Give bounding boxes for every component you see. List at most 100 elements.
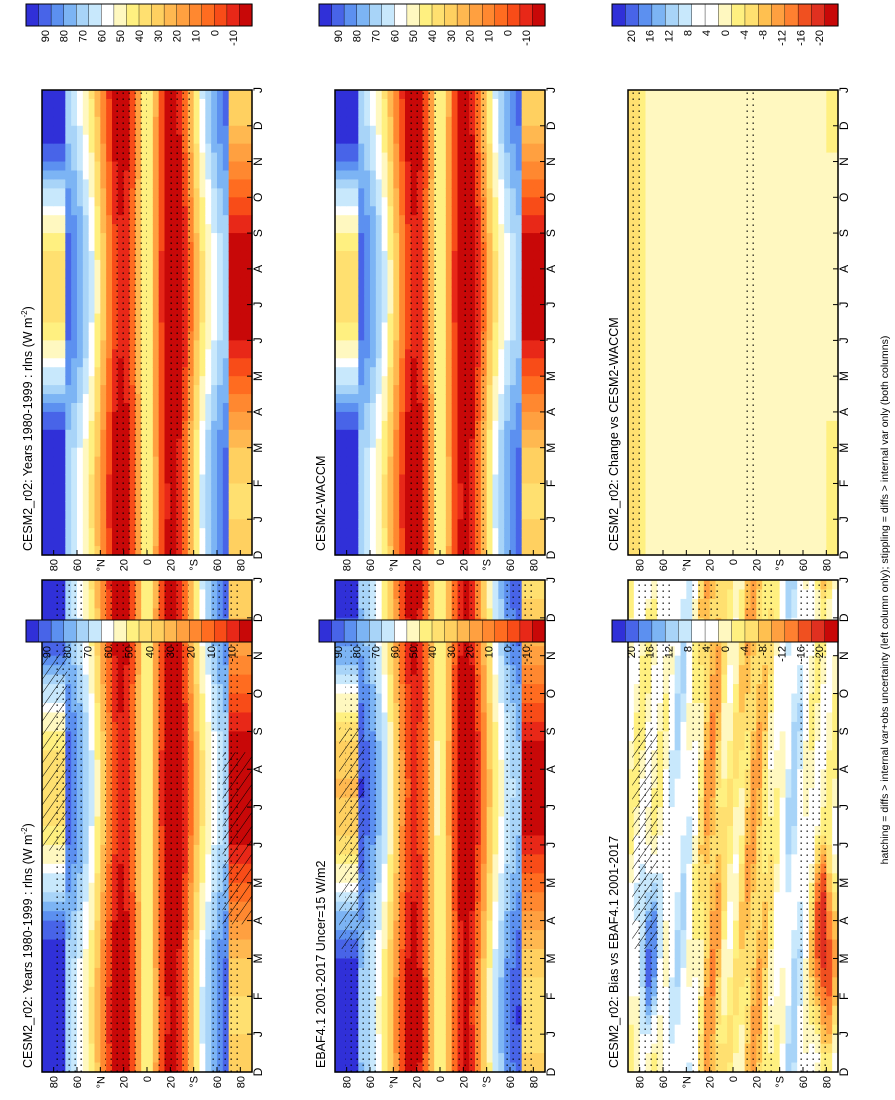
heatmap-cell [88,420,96,431]
heatmap-cell [82,901,90,912]
heatmap-cell [141,939,148,950]
heatmap-cell [42,116,49,127]
heatmap-cell [393,655,400,666]
heatmap-cell [100,367,107,377]
heatmap-cell [234,367,241,377]
heatmap-cell [158,510,166,520]
heatmap-cell [246,116,253,127]
heatmap-cell [381,703,389,714]
heatmap-cell [71,268,78,279]
heatmap-cell [65,492,72,502]
heatmap-cell [94,703,101,714]
heatmap-cell [112,385,119,395]
heatmap-cell [335,1015,342,1026]
heatmap-cell [47,447,55,458]
heatmap-cell [164,376,171,386]
month-tick-label: A [251,765,265,773]
heatmap-cell [77,411,84,422]
heatmap-cell [240,1053,247,1064]
heatmap-cell [240,259,247,270]
heatmap-cell [375,788,383,799]
heatmap-cell [71,242,78,252]
heatmap-cells [42,90,253,556]
heatmap-cell [164,519,171,529]
heatmap-cell [445,826,453,837]
heatmap-cell [47,152,55,163]
heatmap-cell [246,674,253,685]
heatmap-cell [147,835,154,846]
heatmap-cell [199,1024,206,1035]
heatmap-cell [71,98,78,109]
heatmap-cell [147,349,154,359]
heatmap-cell [387,655,394,666]
heatmap-cell [88,996,96,1007]
heatmap-cell [428,674,435,685]
heatmap-cell [387,731,394,742]
heatmap-cell [88,1043,96,1054]
heatmap-cell [440,958,447,969]
heatmap-cell [47,188,55,198]
heatmap-cell [222,224,230,234]
heatmap-cell [47,367,55,377]
heatmap-cell [88,125,96,136]
heatmap-cell [94,242,101,252]
heatmap-cell [53,546,61,556]
heatmap-cell [393,854,400,865]
heatmap-cell [246,939,253,950]
heatmap-cell [71,537,78,547]
heatmap-cell [222,170,230,181]
heatmap-cell [234,546,241,556]
heatmap-cell [375,740,383,751]
heatmap-cell [71,152,78,163]
heatmap-cell [393,996,400,1007]
heatmap-cell [82,367,90,377]
heatmap-cell [71,483,78,493]
heatmap-cell [205,655,212,666]
heatmap-cell [141,967,148,978]
heatmap-cell [240,304,247,315]
heatmap-cell [445,769,453,780]
heatmap-cell [147,358,154,368]
heatmap-cell [82,259,90,270]
heatmap-cell [82,816,90,827]
heatmap-cell [47,949,55,960]
heatmap-cell [135,655,142,666]
heatmap-cell [381,693,389,704]
heatmap-cell [77,492,84,502]
heatmap-cell [141,580,148,591]
heatmap-cell [387,674,394,685]
heatmap-cell [53,447,61,458]
heatmap-cell [53,161,61,172]
heatmap-cell [222,492,230,502]
heatmap-cell [393,977,400,988]
heatmap-cell [199,655,206,666]
heatmap-cell [82,98,90,109]
heatmap-cell [211,188,218,198]
heatmap-cell [381,788,389,799]
heatmap-cell [71,331,78,341]
heatmap-cell [42,958,49,969]
heatmap-cell [340,646,348,657]
heatmap-cell [82,958,90,969]
heatmap-cell [240,546,247,556]
heatmap-cell [428,844,435,855]
colorbar-swatch [151,619,165,643]
heatmap-cell [53,179,61,189]
heatmap-cell [47,1015,55,1026]
heatmap-cell [217,402,224,413]
heatmap-cell [106,295,113,306]
heatmap-cell [445,712,453,723]
heatmap-cell [141,882,148,893]
heatmap-cell [199,510,206,520]
heatmap-cell [152,286,160,297]
heatmap-cell [147,873,154,884]
heatmap-cell [106,358,113,368]
heatmap-cell [205,224,212,234]
heatmap-cell [211,420,218,431]
heatmap-cell [393,703,400,714]
heatmap-cell [240,277,247,288]
heatmap-cell [65,483,72,493]
heatmap-cell [222,510,230,520]
heatmap-cell [205,589,212,600]
heatmap-cell [187,778,195,789]
